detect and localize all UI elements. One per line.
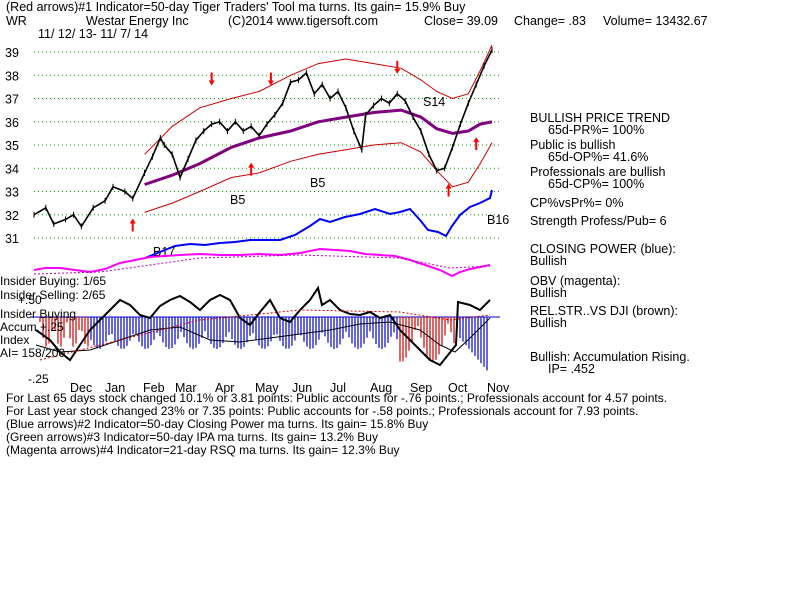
y-tick-label-31: 31 xyxy=(5,232,19,246)
y-tick-label-39: 39 xyxy=(5,46,19,60)
public-status: Public is bullish xyxy=(530,138,616,152)
cp-vs-pr: CP%vsPr%= 0% xyxy=(530,196,623,210)
series-lower-band xyxy=(144,142,493,213)
price-y-axis: 31 32 33 34 35 36 37 38 39 xyxy=(5,46,19,246)
y-tick-label-32: 32 xyxy=(5,209,19,223)
accum-title-line2: Accum +.25 xyxy=(0,320,64,334)
sell-arrow-head-2 xyxy=(394,68,401,74)
professionals-status: Professionals are bullish xyxy=(530,165,666,179)
accum-plus-50-label: +.50 xyxy=(18,293,42,307)
price-line xyxy=(33,46,493,230)
month-axis: Dec Jan Feb Mar Apr May Jun Jul Aug Sep Oct Nov xyxy=(70,381,510,395)
footer-indicator-3: (Green arrows)#3 Indicator=50-day IPA ma… xyxy=(6,430,378,444)
accum-dotted-line xyxy=(39,309,491,361)
ticker-symbol: WR xyxy=(6,14,27,28)
sell-arrow-head-1 xyxy=(267,80,274,86)
footer-65-day-summary: For Last 65 days stock changed 10.1% or … xyxy=(6,391,667,405)
buy-arrow-head-3 xyxy=(473,137,480,143)
closing-power-line xyxy=(144,189,493,259)
close-value: Close= 39.09 xyxy=(424,14,498,28)
accum-moving-average xyxy=(35,317,491,353)
price-bands xyxy=(144,44,493,213)
y-tick-label-37: 37 xyxy=(5,93,19,107)
pr-percent: 65d-PR%= 100% xyxy=(548,123,644,137)
rel-strength-status: Bullish xyxy=(530,316,567,330)
op-percent: 65d-OP%= 41.6% xyxy=(548,150,648,164)
accum-title-line3: Index xyxy=(0,333,29,347)
ip-value: IP= .452 xyxy=(548,362,595,376)
buy-arrow-head-1 xyxy=(248,162,255,168)
price-grid xyxy=(34,51,500,239)
month-label-may: May xyxy=(255,381,279,395)
obv-line xyxy=(33,247,491,278)
buy-arrow-head-2 xyxy=(445,183,452,189)
change-value: Change= .83 xyxy=(514,14,586,28)
month-label-apr: Apr xyxy=(215,381,234,395)
month-label-dec: Dec xyxy=(70,381,92,395)
insider-selling-count: Insider Selling: 2/65 xyxy=(0,288,106,302)
series-moving-average xyxy=(144,108,493,186)
closing-power-title: CLOSING POWER (blue): xyxy=(530,242,676,256)
volume-value: Volume= 13432.67 xyxy=(603,14,708,28)
signal-arrows xyxy=(129,60,480,232)
signal-label-b5-2: B5 xyxy=(310,176,325,190)
y-tick-label-36: 36 xyxy=(5,116,19,130)
closing-power-status: Bullish xyxy=(530,254,567,268)
footer-year-summary: For Last year stock changed 23% or 7.35 … xyxy=(6,404,638,418)
month-label-aug: Aug xyxy=(370,381,392,395)
month-label-mar: Mar xyxy=(175,381,197,395)
accum-ai-value: AI= 158/200 xyxy=(0,346,65,360)
signal-label-s14: S14 xyxy=(423,95,445,109)
rel-strength-title: REL.STR..VS DJI (brown): xyxy=(530,304,678,318)
y-tick-label-38: 38 xyxy=(5,69,19,83)
obv-title: OBV (magenta): xyxy=(530,274,620,288)
footer-indicator-2: (Blue arrows)#2 Indicator=50-day Closing… xyxy=(6,417,428,431)
accumulation-status: Bullish: Accumulation Rising. xyxy=(530,350,690,364)
insider-buying-count: Insider Buying: 1/65 xyxy=(0,274,106,288)
date-range: 11/ 12/ 13- 11/ 7/ 14 xyxy=(38,27,148,41)
copyright-text: (C)2014 www.tigersoft.com xyxy=(228,14,378,28)
month-label-feb: Feb xyxy=(143,381,165,395)
company-name: Westar Energy Inc xyxy=(86,14,189,28)
accum-minus-25-label: -.25 xyxy=(28,372,49,386)
month-label-jun: Jun xyxy=(292,381,312,395)
indicator-1-line: (Red arrows)#1 Indicator=50-day Tiger Tr… xyxy=(6,0,466,14)
strength-ratio: Strength Profess/Pub= 6 xyxy=(530,214,667,228)
obv-status: Bullish xyxy=(530,286,567,300)
month-label-sep: Sep xyxy=(410,381,432,395)
month-label-oct: Oct xyxy=(448,381,468,395)
accum-title-line1: Insider Buying xyxy=(0,307,76,321)
month-label-jan: Jan xyxy=(105,381,125,395)
signal-label-b16: B16 xyxy=(487,213,509,227)
price-moving-average xyxy=(144,108,493,186)
footer-indicator-4: (Magenta arrows)#4 Indicator=21-day RSQ … xyxy=(6,443,400,457)
y-tick-label-34: 34 xyxy=(5,162,19,176)
series-upper-band xyxy=(144,44,493,155)
cp-percent: 65d-CP%= 100% xyxy=(548,177,644,191)
trend-title: BULLISH PRICE TREND xyxy=(530,111,670,125)
month-label-nov: Nov xyxy=(487,381,510,395)
accumulation-bars xyxy=(39,317,488,371)
sell-arrow-head-0 xyxy=(208,80,215,86)
buy-arrow-head-0 xyxy=(129,218,136,224)
signal-label-b5-1: B5 xyxy=(230,193,245,207)
relative-strength-line xyxy=(35,285,491,367)
y-tick-label-35: 35 xyxy=(5,139,19,153)
month-label-jul: Jul xyxy=(330,381,346,395)
y-tick-label-33: 33 xyxy=(5,186,19,200)
